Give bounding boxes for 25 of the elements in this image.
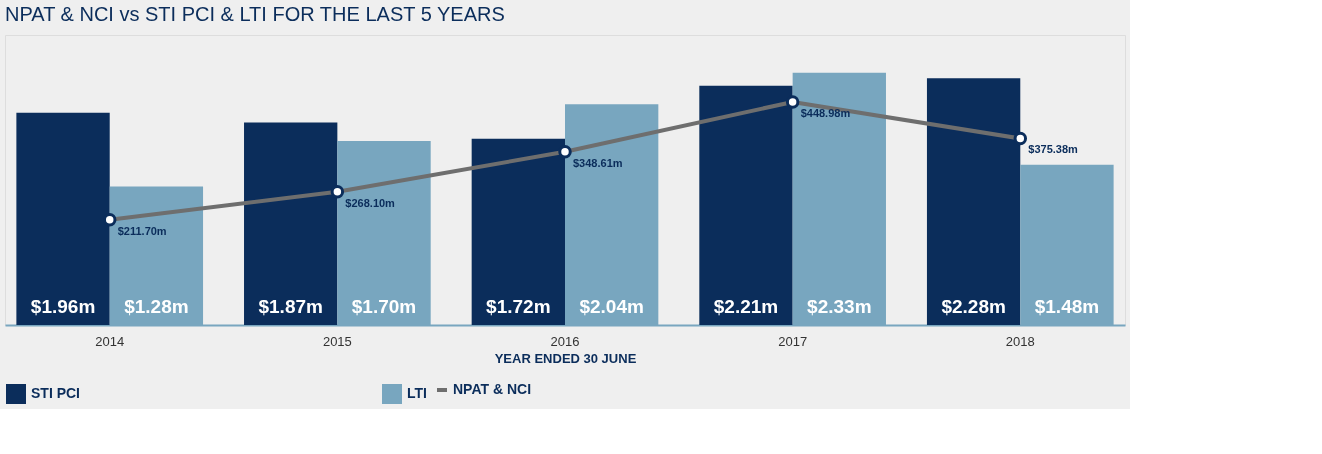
data-label: $1.87m bbox=[258, 296, 323, 317]
data-label: $1.96m bbox=[30, 296, 96, 317]
data-label: $211.70m bbox=[117, 224, 167, 237]
legend-label: NPAT & NCI bbox=[453, 381, 532, 397]
data-label: $1.48m bbox=[1034, 296, 1100, 317]
data-label: $375.38m bbox=[1028, 143, 1079, 156]
legend-label: STI PCI bbox=[31, 385, 81, 401]
x-tick-label: 2017 bbox=[778, 333, 808, 349]
x-axis-title: YEAR ENDED 30 JUNE bbox=[494, 350, 637, 366]
data-label: $2.21m bbox=[713, 296, 779, 317]
data-label: $1.28m bbox=[124, 296, 189, 317]
data-label: $2.33m bbox=[807, 296, 872, 317]
x-tick-label: 2016 bbox=[550, 333, 580, 349]
data-label: $348.61m bbox=[573, 156, 623, 169]
data-label: $448.98m bbox=[800, 106, 851, 119]
data-label: $2.28m bbox=[941, 296, 1006, 317]
legend-label: LTI bbox=[407, 385, 427, 401]
data-label: $2.04m bbox=[579, 296, 644, 317]
x-tick-label: 2015 bbox=[322, 333, 352, 349]
x-tick-label: 2014 bbox=[95, 333, 125, 349]
data-label: $1.72m bbox=[486, 296, 551, 317]
chart-title: NPAT & NCI vs STI PCI & LTI FOR THE LAST 5 YEARS bbox=[5, 3, 505, 25]
data-label: $1.70m bbox=[351, 296, 417, 317]
data-label: $268.10m bbox=[345, 196, 396, 209]
x-tick-label: 2018 bbox=[1005, 333, 1035, 349]
